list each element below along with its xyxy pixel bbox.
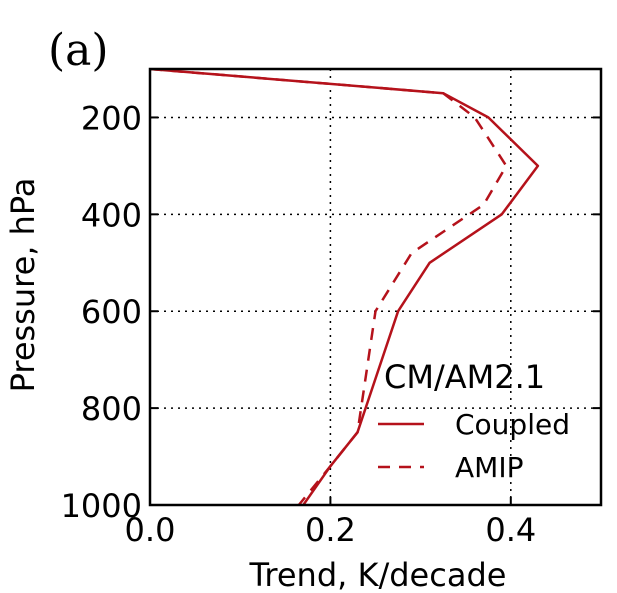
ticks: 0.0 0.2 0.4 200 400 600 800 1000 <box>61 99 601 549</box>
legend-entry-amip: AMIP <box>455 451 523 484</box>
y-tick-label: 800 <box>81 390 142 428</box>
y-tick-label: 400 <box>81 196 142 234</box>
y-tick-label: 600 <box>81 293 142 331</box>
x-tick-label: 0.4 <box>485 511 536 549</box>
plot-frame <box>148 67 603 507</box>
panel-label: (a) <box>48 25 109 76</box>
x-tick-label: 0.2 <box>305 511 356 549</box>
series-lines <box>150 69 540 505</box>
y-tick-label: 200 <box>81 99 142 137</box>
series-line-amip <box>150 69 508 505</box>
x-axis-label: Trend, K/decade <box>249 556 507 593</box>
x-tick-label: 0.0 <box>125 511 176 549</box>
legend: CM/AM2.1 Coupled AMIP <box>378 358 570 484</box>
legend-entry-coupled: Coupled <box>455 408 570 441</box>
y-tick-label: 1000 <box>61 487 142 525</box>
y-axis-label: Pressure, hPa <box>4 178 42 393</box>
legend-title: CM/AM2.1 <box>384 358 545 396</box>
